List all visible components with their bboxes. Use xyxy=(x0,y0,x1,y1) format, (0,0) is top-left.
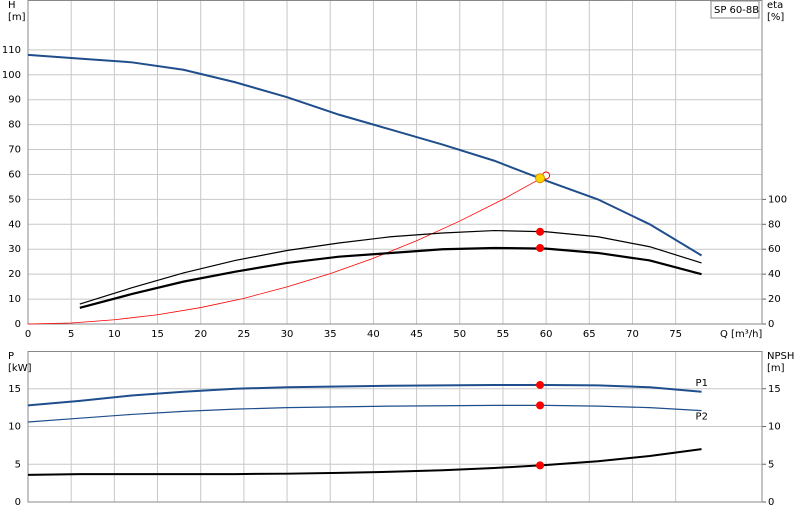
x-tick-label: 10 xyxy=(108,329,121,340)
y-tick-label: 40 xyxy=(8,219,21,230)
curve xyxy=(27,175,547,325)
y2-axis-label: NPSH xyxy=(767,351,794,362)
y2-axis-label: eta xyxy=(767,0,783,11)
y-tick-label: 0 xyxy=(15,497,21,508)
y2-axis-label: [%] xyxy=(767,12,784,23)
y2-tick-label: 0 xyxy=(768,319,774,330)
x-tick-label: 25 xyxy=(238,329,251,340)
y2-tick-label: 40 xyxy=(768,269,781,280)
data-point xyxy=(536,227,545,236)
y-tick-label: 20 xyxy=(8,269,21,280)
y-axis-label: P xyxy=(8,351,14,362)
y2-tick-label: 5 xyxy=(768,459,774,470)
y2-tick-label: 80 xyxy=(768,219,781,230)
y2-tick-label: 10 xyxy=(768,422,781,433)
y-tick-label: 100 xyxy=(2,70,21,81)
y-axis-label: H xyxy=(8,0,16,11)
x-axis-label: Q [m³/h] xyxy=(720,329,762,340)
plot-frame xyxy=(27,0,763,325)
y-axis-label: [m] xyxy=(8,12,26,23)
x-tick-label: 45 xyxy=(410,329,423,340)
y2-tick-label: 0 xyxy=(768,497,774,508)
curve xyxy=(27,383,702,407)
x-tick-label: 70 xyxy=(626,329,639,340)
y-tick-label: 10 xyxy=(8,422,21,433)
y2-tick-label: 20 xyxy=(768,294,781,305)
data-point xyxy=(536,461,545,470)
data-point xyxy=(536,243,545,252)
x-tick-label: 60 xyxy=(540,329,553,340)
y-tick-label: 60 xyxy=(8,169,21,180)
y2-tick-label: 60 xyxy=(768,244,781,255)
y-tick-label: 15 xyxy=(8,384,21,395)
x-tick-label: 20 xyxy=(194,329,207,340)
x-tick-label: 40 xyxy=(367,329,380,340)
y-tick-label: 5 xyxy=(15,459,21,470)
curve xyxy=(27,53,703,257)
x-tick-label: 0 xyxy=(25,329,31,340)
plot-frame xyxy=(27,351,763,503)
y-tick-label: 90 xyxy=(8,95,21,106)
x-tick-label: 30 xyxy=(281,329,294,340)
y-tick-label: 10 xyxy=(8,294,21,305)
x-tick-label: 5 xyxy=(68,329,74,340)
curve xyxy=(79,229,702,305)
curve xyxy=(27,448,702,476)
y2-tick-label: 100 xyxy=(768,194,787,205)
y-tick-label: 70 xyxy=(8,145,21,156)
y2-axis-label: [m] xyxy=(767,363,785,374)
annotation: SP 60-8B xyxy=(714,5,759,16)
curve xyxy=(27,404,702,423)
y-tick-label: 30 xyxy=(8,244,21,255)
y-tick-label: 50 xyxy=(8,194,21,205)
data-point xyxy=(536,380,545,389)
data-point xyxy=(536,401,545,410)
x-tick-label: 75 xyxy=(669,329,682,340)
y-tick-label: 80 xyxy=(8,120,21,131)
y2-tick-label: 15 xyxy=(768,384,781,395)
x-tick-label: 55 xyxy=(497,329,510,340)
y-tick-label: 0 xyxy=(15,319,21,330)
curve xyxy=(79,246,702,309)
x-tick-label: 65 xyxy=(583,329,596,340)
x-tick-label: 15 xyxy=(151,329,164,340)
curve-label: P2 xyxy=(696,412,708,423)
y-tick-label: 110 xyxy=(2,45,21,56)
annotation-box xyxy=(710,0,760,19)
data-point xyxy=(535,173,546,184)
curve-label: P1 xyxy=(696,378,708,389)
y-axis-label: [kW] xyxy=(8,363,32,374)
x-tick-label: 35 xyxy=(324,329,337,340)
x-tick-label: 50 xyxy=(453,329,466,340)
